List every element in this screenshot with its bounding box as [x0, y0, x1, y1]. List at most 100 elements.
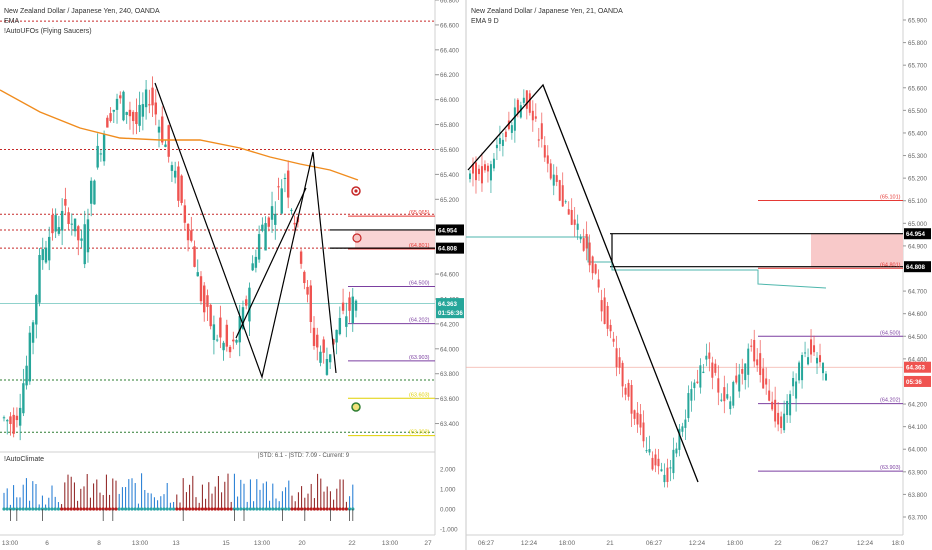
- left-level-label: (63.903): [409, 355, 430, 361]
- left-candle-body: [144, 89, 148, 108]
- left-chart-title: New Zealand Dollar / Japanese Yen, 240, …: [4, 8, 160, 15]
- osc-dot: [172, 507, 176, 511]
- right-candle-body: [660, 469, 663, 472]
- left-candle-body: [51, 214, 54, 234]
- osc-dot: [143, 507, 147, 511]
- left-ytick-label: 65.200: [440, 197, 459, 204]
- right-candle-body: [609, 324, 612, 332]
- right-candle-body: [648, 449, 651, 453]
- osc-dot: [335, 507, 339, 511]
- osc-dot: [191, 507, 195, 511]
- osc-dot: [165, 507, 169, 511]
- left-candle-body: [44, 247, 48, 263]
- right-ytick-label: 65.700: [908, 63, 927, 70]
- left-candle-body: [186, 223, 190, 241]
- left-candle-body: [106, 117, 109, 128]
- left-ytick-label: 63.400: [440, 421, 459, 428]
- left-candle-body: [57, 227, 61, 234]
- left-candle-body: [277, 186, 280, 188]
- right-candle-body: [795, 381, 798, 399]
- right-candle-body: [639, 414, 642, 428]
- left-time-axis[interactable]: 13:00 6 8 13:00 13 15 13:00 20 22 13:00 27: [2, 540, 432, 547]
- right-price-badge-label: 05:36: [906, 379, 922, 386]
- right-candle-body: [528, 93, 531, 113]
- ufo-marker-icon: [351, 402, 361, 412]
- right-candle-body: [606, 305, 609, 329]
- right-candle-body: [519, 105, 522, 118]
- left-zigzag-pattern: [154, 82, 337, 380]
- left-oscillator: 2.000 1.000 0.000 -1.000: [2, 467, 458, 534]
- right-candle-body: [483, 164, 486, 171]
- left-price-axis[interactable]: 66.800 66.600 66.400 66.200 66.000 65.800 65.6…: [435, 0, 459, 428]
- left-candle-body: [122, 91, 125, 121]
- right-xtick-label: 12:24: [521, 540, 538, 547]
- osc-dot: [220, 507, 224, 511]
- right-candle-body: [744, 363, 747, 381]
- osc-dot: [290, 507, 294, 511]
- osc-dot: [312, 507, 316, 511]
- left-price-badge-label: 64.808: [438, 246, 457, 253]
- left-candle-body: [31, 322, 35, 343]
- right-candle-body: [804, 352, 807, 354]
- osc-dot: [287, 507, 291, 511]
- right-ytick-label: 64.900: [908, 243, 927, 250]
- left-candle-body: [12, 414, 15, 434]
- osc-dot: [117, 507, 121, 511]
- left-candle-body: [135, 112, 138, 125]
- left-candle-body: [351, 296, 354, 324]
- left-ytick-label: 66.000: [440, 97, 459, 104]
- left-candle-body: [345, 316, 348, 327]
- right-candle-body: [507, 120, 510, 130]
- left-ytick-label: 66.800: [440, 0, 459, 5]
- right-xtick-label: 12:24: [689, 540, 706, 547]
- osc-dot: [216, 507, 220, 511]
- right-candle-body: [594, 264, 597, 274]
- right-candle-body: [825, 373, 827, 381]
- right-candle-body: [489, 164, 492, 181]
- osc-dot: [146, 507, 150, 511]
- right-candle-body: [750, 345, 753, 347]
- right-price-badge-label: 64.808: [906, 264, 925, 271]
- right-price-axis[interactable]: 65.900 65.800 65.700 65.600 65.500 65.400 65.3…: [903, 18, 927, 522]
- right-candle-body: [627, 382, 630, 397]
- osc-dot: [261, 507, 265, 511]
- right-candle-body: [807, 357, 810, 365]
- osc-dot: [239, 507, 243, 511]
- osc-dot: [50, 507, 54, 511]
- left-candle-body: [215, 339, 219, 341]
- right-candle-body: [723, 387, 726, 402]
- left-candle-body: [167, 125, 170, 157]
- left-candle-body: [22, 383, 25, 414]
- left-candle-body: [306, 286, 309, 295]
- left-candle-body: [251, 263, 254, 271]
- left-candle-body: [9, 416, 12, 424]
- osc-dot: [85, 507, 89, 511]
- left-candle-body: [89, 180, 93, 204]
- left-chart-pane[interactable]: [0, 0, 466, 550]
- left-candle-body: [286, 170, 290, 198]
- right-ytick-label: 65.100: [908, 198, 927, 205]
- left-candle-body: [290, 209, 293, 211]
- right-time-axis[interactable]: 06:27 12:24 18:00 21 06:27 12:24 18:00 22 06:27 1…: [478, 540, 905, 547]
- left-candle-body: [141, 104, 145, 117]
- osc-dot: [108, 507, 112, 511]
- right-candle-body: [588, 242, 591, 266]
- right-candle-body: [699, 365, 702, 388]
- osc-ytick-label: 2.000: [440, 467, 456, 474]
- right-candle-body: [561, 185, 564, 207]
- right-candle-body: [666, 467, 669, 482]
- right-candle-body: [714, 363, 717, 373]
- osc-dot: [104, 507, 108, 511]
- left-candle-body: [283, 177, 287, 179]
- right-candle-body: [687, 393, 690, 419]
- left-candle-body: [35, 295, 38, 325]
- left-ytick-label: 65.600: [440, 147, 459, 154]
- left-level-label: (65.065): [409, 210, 430, 216]
- osc-ytick-label: 0.000: [440, 507, 456, 514]
- right-candle-body: [738, 374, 741, 392]
- osc-dot: [309, 507, 313, 511]
- left-xtick-label: 13:00: [132, 540, 149, 547]
- right-chart-pane[interactable]: [466, 0, 932, 550]
- osc-dot: [34, 507, 38, 511]
- left-candle-body: [112, 109, 115, 112]
